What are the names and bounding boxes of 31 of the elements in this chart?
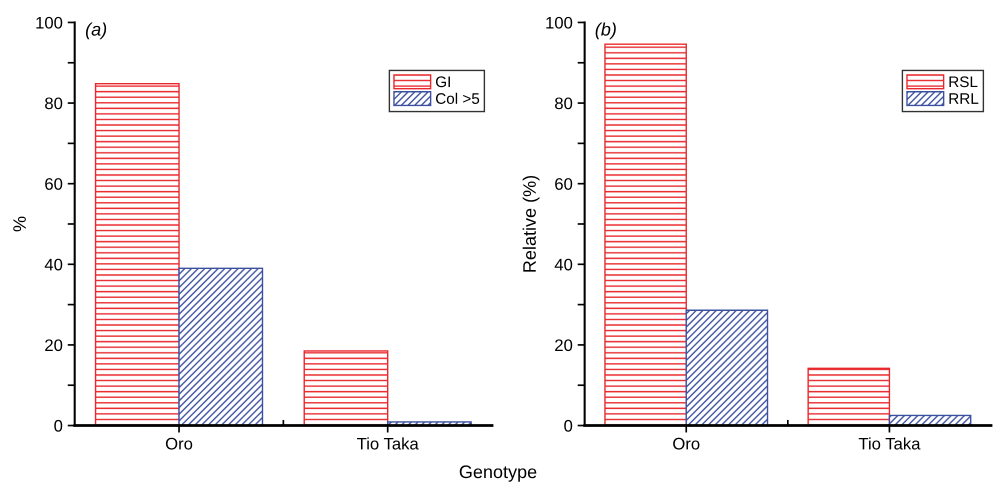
bar — [94, 83, 180, 426]
y-tick-label: 60 — [555, 178, 572, 190]
x-tick-label: Oro — [673, 438, 700, 450]
y-tick-label: 20 — [555, 339, 572, 352]
legend-label: RSL — [949, 76, 978, 88]
x-tick-label: Tio Taka — [357, 437, 419, 450]
chart-title: (a) — [86, 22, 106, 40]
bar — [304, 350, 388, 426]
legend-label: GI — [436, 76, 450, 88]
y-tick-label: 80 — [45, 97, 62, 110]
y-tick-label: 60 — [45, 178, 62, 190]
y-axis-title: Relative (%) — [522, 176, 540, 272]
x-tick-label: Tio Taka — [858, 437, 920, 450]
x-tick-label: Oro — [166, 438, 192, 450]
y-tick-label: 100 — [546, 16, 572, 29]
y-tick-label: 80 — [555, 97, 572, 110]
y-tick-label: 0 — [54, 420, 62, 432]
y-tick-label: 20 — [45, 339, 62, 352]
bar — [807, 368, 890, 426]
y-tick-label: 40 — [554, 258, 572, 271]
y-tick-label: 100 — [36, 16, 62, 29]
bar — [604, 44, 687, 426]
legend-label: RRL — [949, 93, 978, 104]
legend-label: Col >5 — [436, 92, 480, 104]
y-axis-title: % — [13, 216, 26, 232]
y-tick-label: 40 — [44, 258, 62, 271]
y-tick-label: 0 — [564, 420, 572, 432]
bar — [178, 268, 264, 426]
bar — [686, 310, 768, 426]
chart-title: (b) — [596, 22, 616, 40]
x-axis-title: Genotype — [460, 465, 536, 482]
